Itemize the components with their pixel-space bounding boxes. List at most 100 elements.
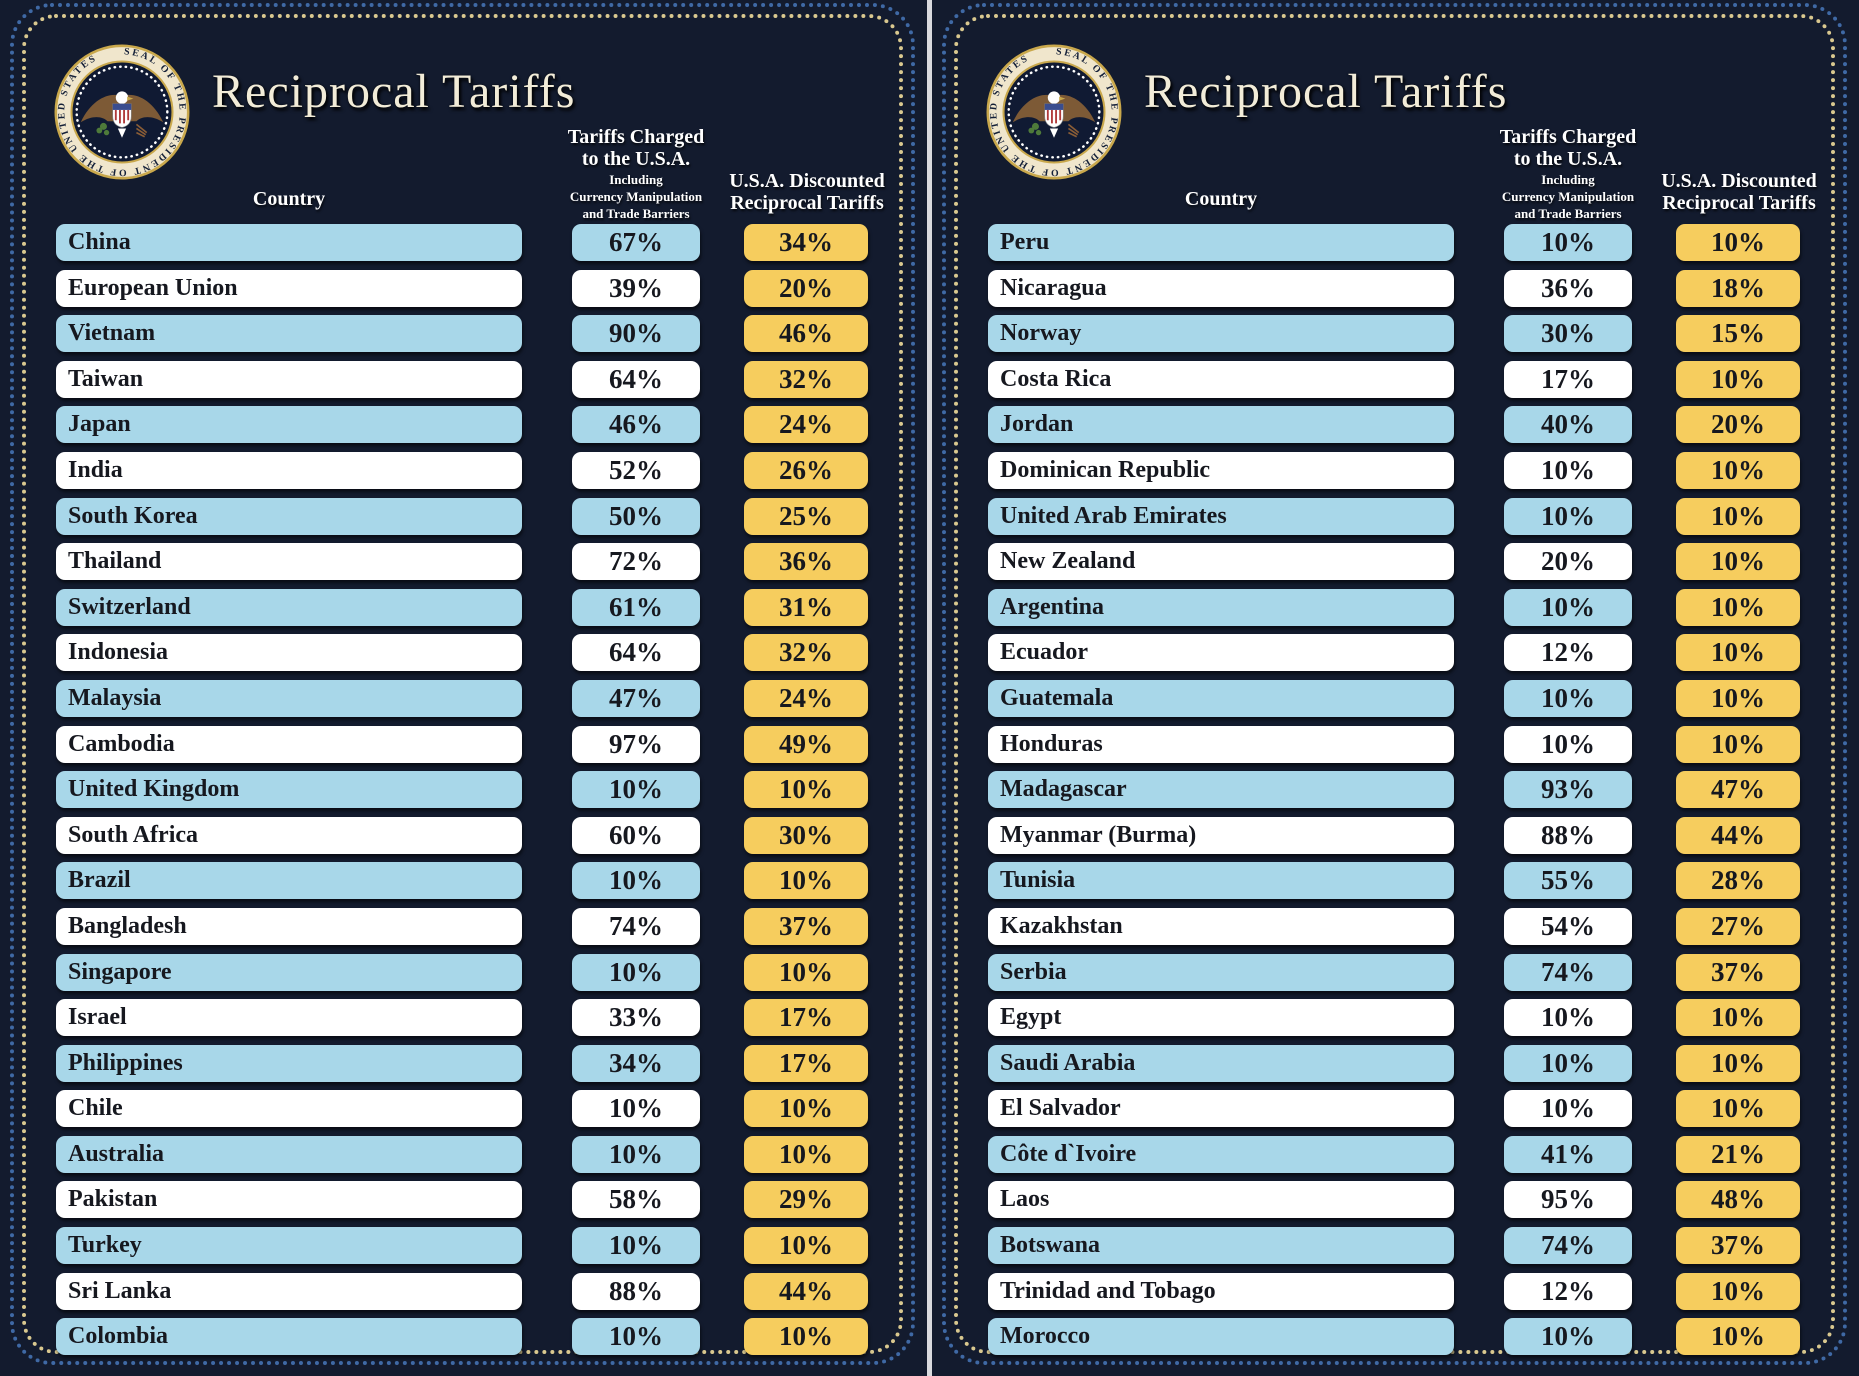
charged-label: 40% <box>1541 409 1595 440</box>
charged-header-line1: Tariffs Charged <box>567 126 705 148</box>
country-cell: Myanmar (Burma) <box>988 816 1454 854</box>
country-label: Singapore <box>68 958 172 985</box>
discounted-label: 24% <box>779 682 833 713</box>
column-header-tariffs-charged: Tariffs Charged to the U.S.A. Including … <box>1477 126 1659 222</box>
country-label: Costa Rica <box>1000 365 1112 392</box>
discounted-label: 30% <box>779 819 833 850</box>
country-label: Pakistan <box>68 1186 158 1213</box>
charged-label: 12% <box>1541 1275 1595 1306</box>
usa-discounted-cell: 10% <box>1676 224 1800 261</box>
tariff-charged-cell: 10% <box>1504 679 1632 717</box>
table-row: European Union 39% 20% <box>0 269 927 307</box>
table-row: Pakistan 58% 29% <box>0 1181 927 1219</box>
country-label: Jordan <box>1000 411 1074 438</box>
tariff-charged-cell: 10% <box>572 771 700 809</box>
usa-discounted-cell: 36% <box>744 543 868 581</box>
discounted-label: 10% <box>1711 454 1765 485</box>
country-cell: United Arab Emirates <box>988 497 1454 535</box>
charged-label: 10% <box>1541 1321 1595 1352</box>
country-label: Guatemala <box>1000 684 1114 711</box>
country-cell: European Union <box>56 269 522 307</box>
discounted-label: 24% <box>779 409 833 440</box>
country-cell: Chile <box>56 1090 522 1128</box>
tariff-charged-cell: 10% <box>1504 451 1632 489</box>
country-label: Botswana <box>1000 1232 1101 1259</box>
country-label: Laos <box>1000 1186 1050 1213</box>
charged-label: 74% <box>609 910 663 941</box>
discounted-label: 28% <box>1711 865 1765 896</box>
charged-header-sub1: Including <box>609 171 663 187</box>
usa-discounted-cell: 10% <box>1676 360 1800 398</box>
tariff-charged-cell: 47% <box>572 679 700 717</box>
discounted-label: 10% <box>1711 682 1765 713</box>
table-row: China 67% 34% <box>0 224 927 261</box>
table-row: Nicaragua 36% 18% <box>932 269 1859 307</box>
charged-label: 55% <box>1541 865 1595 896</box>
tariff-charged-cell: 10% <box>572 953 700 991</box>
tariff-charged-cell: 88% <box>572 1272 700 1310</box>
table-row: Serbia 74% 37% <box>932 953 1859 991</box>
discounted-label: 10% <box>779 1138 833 1169</box>
country-cell: Japan <box>56 406 522 444</box>
charged-label: 90% <box>609 318 663 349</box>
usa-discounted-cell: 10% <box>744 1090 868 1128</box>
discounted-label: 17% <box>779 1002 833 1033</box>
charged-label: 17% <box>1541 363 1595 394</box>
tariff-panel-left: SEAL OF THE PRESIDENT OF THE UNITED STAT… <box>0 0 927 1376</box>
charged-label: 54% <box>1541 910 1595 941</box>
table-row: Indonesia 64% 32% <box>0 634 927 672</box>
usa-discounted-cell: 32% <box>744 360 868 398</box>
country-cell: South Korea <box>56 497 522 535</box>
discounted-label: 37% <box>779 910 833 941</box>
table-row: Bangladesh 74% 37% <box>0 907 927 945</box>
table-row: India 52% 26% <box>0 451 927 489</box>
country-cell: Vietnam <box>56 315 522 353</box>
tariff-charged-cell: 64% <box>572 634 700 672</box>
charged-label: 10% <box>1541 500 1595 531</box>
country-cell: El Salvador <box>988 1090 1454 1128</box>
country-cell: Morocco <box>988 1318 1454 1356</box>
country-cell: Ecuador <box>988 634 1454 672</box>
table-row: Tunisia 55% 28% <box>932 862 1859 900</box>
country-label: Madagascar <box>1000 776 1127 803</box>
usa-discounted-cell: 10% <box>1676 588 1800 626</box>
table-row: Laos 95% 48% <box>932 1181 1859 1219</box>
discounted-label: 37% <box>1711 956 1765 987</box>
tariff-charged-cell: 10% <box>572 862 700 900</box>
discounted-label: 10% <box>779 956 833 987</box>
country-label: Tunisia <box>1000 867 1076 894</box>
country-cell: India <box>56 451 522 489</box>
tariff-charged-cell: 74% <box>1504 953 1632 991</box>
country-label: Malaysia <box>68 684 162 711</box>
charged-label: 10% <box>609 774 663 805</box>
country-label: Indonesia <box>68 639 169 666</box>
usa-discounted-cell: 37% <box>1676 953 1800 991</box>
tariff-charged-cell: 41% <box>1504 1135 1632 1173</box>
country-label: Peru <box>1000 229 1050 255</box>
tariff-charged-cell: 90% <box>572 315 700 353</box>
tariff-charged-cell: 10% <box>572 1090 700 1128</box>
tariff-charged-cell: 64% <box>572 360 700 398</box>
usa-discounted-cell: 10% <box>1676 1272 1800 1310</box>
usa-discounted-cell: 30% <box>744 816 868 854</box>
discounted-label: 10% <box>779 865 833 896</box>
country-cell: Nicaragua <box>988 269 1454 307</box>
charged-label: 72% <box>609 546 663 577</box>
discounted-label: 10% <box>1711 546 1765 577</box>
usa-discounted-cell: 10% <box>744 953 868 991</box>
charged-label: 33% <box>609 1002 663 1033</box>
usa-discounted-cell: 18% <box>1676 269 1800 307</box>
country-cell: Laos <box>988 1181 1454 1219</box>
tariff-charged-cell: 10% <box>572 1227 700 1265</box>
charged-label: 12% <box>1541 637 1595 668</box>
charged-label: 95% <box>1541 1184 1595 1215</box>
charged-label: 64% <box>609 637 663 668</box>
country-label: Myanmar (Burma) <box>1000 821 1197 848</box>
tariff-charged-cell: 52% <box>572 451 700 489</box>
country-label: Kazakhstan <box>1000 912 1123 939</box>
country-label: Saudi Arabia <box>1000 1049 1136 1076</box>
table-row: Colombia 10% 10% <box>0 1318 927 1356</box>
charged-label: 10% <box>1541 682 1595 713</box>
country-label: Taiwan <box>68 365 144 392</box>
discounted-label: 17% <box>779 1047 833 1078</box>
